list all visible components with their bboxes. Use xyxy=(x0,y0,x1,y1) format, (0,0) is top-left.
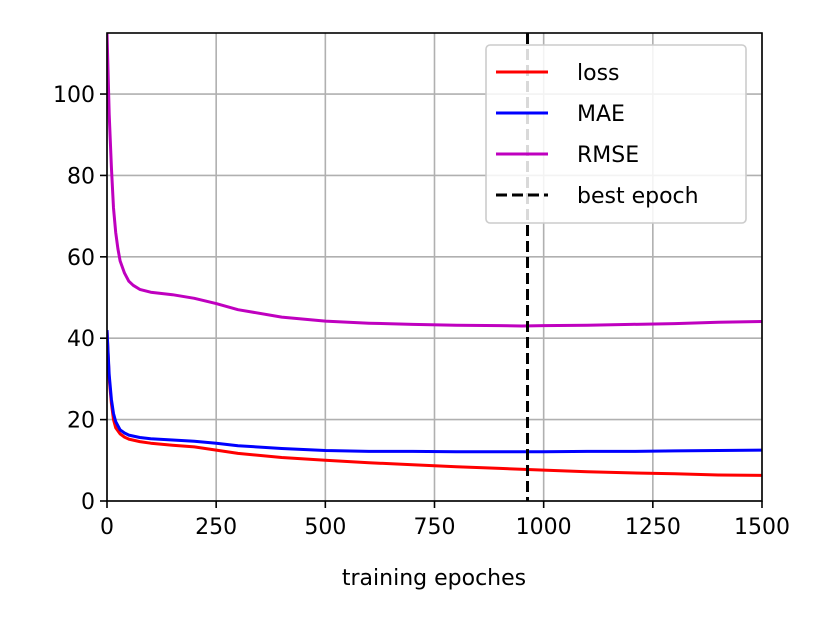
plot-area xyxy=(107,33,762,501)
series-line-loss xyxy=(107,330,762,477)
x-axis-ticks: 0 250 500 750 1000 1250 1500 xyxy=(100,501,790,540)
y-tick-label: 0 xyxy=(81,490,95,515)
y-axis-ticks: 0 20 40 60 80 100 xyxy=(53,83,107,515)
x-tick-label: 500 xyxy=(304,515,346,540)
x-axis-label: training epoches xyxy=(342,566,526,591)
y-tick-label: 80 xyxy=(67,164,95,189)
y-tick-label: 40 xyxy=(67,327,95,352)
x-tick-label: 0 xyxy=(100,515,114,540)
series-line-rmse xyxy=(107,33,762,328)
x-tick-label: 1250 xyxy=(625,515,681,540)
x-tick-label: 250 xyxy=(195,515,237,540)
legend: loss MAE RMSE best epoch xyxy=(485,44,747,224)
x-tick-label: 1000 xyxy=(516,515,572,540)
series-line-mae xyxy=(107,330,762,454)
legend-label: RMSE xyxy=(577,143,639,168)
legend-label: MAE xyxy=(577,102,625,127)
x-tick-label: 750 xyxy=(414,515,456,540)
y-tick-label: 20 xyxy=(67,409,95,434)
y-tick-label: 100 xyxy=(53,83,95,108)
legend-box xyxy=(485,44,747,224)
legend-label: loss xyxy=(577,61,620,86)
legend-label: best epoch xyxy=(577,184,699,209)
y-tick-label: 60 xyxy=(67,246,95,271)
x-tick-label: 1500 xyxy=(734,515,790,540)
